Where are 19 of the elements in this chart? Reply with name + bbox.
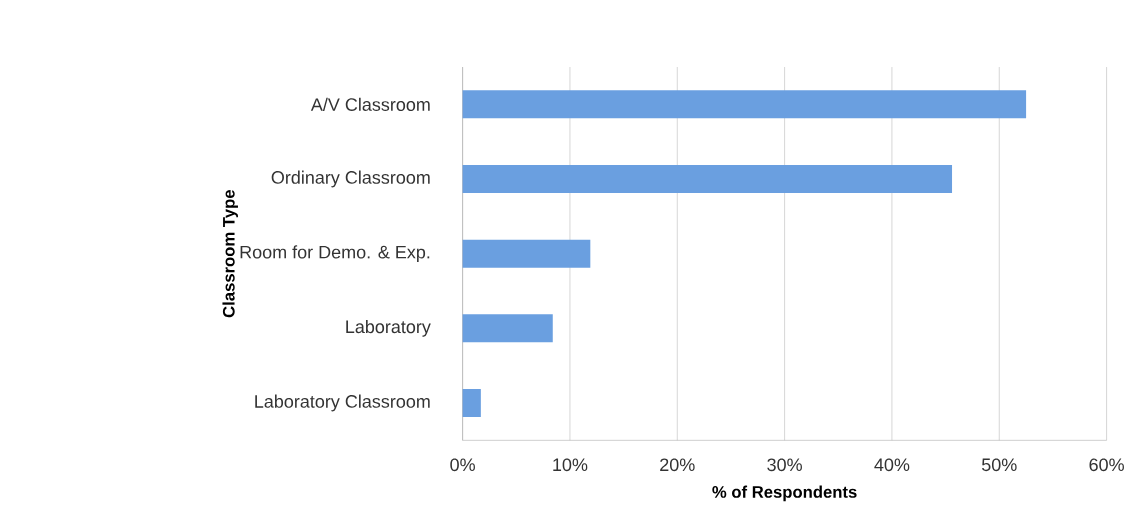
y-tick-label: Ordinary Classroom	[271, 170, 430, 188]
x-tick-label: 0%	[450, 458, 475, 472]
y-tick-label: A/V Classroom	[310, 97, 430, 111]
x-tick-label: 10%	[553, 458, 588, 472]
bar	[462, 389, 481, 418]
x-axis-title: % of Respondents	[712, 485, 857, 502]
x-tick-label: 60%	[1089, 458, 1124, 472]
y-tick-label: Room for Demo. & Exp.	[240, 245, 430, 263]
y-axis-title: Classroom Type	[222, 190, 238, 318]
y-tick-label: Laboratory	[346, 319, 431, 337]
bar	[462, 90, 1027, 119]
x-tick-label: 30%	[767, 458, 802, 472]
bar	[462, 314, 553, 343]
bar	[462, 165, 953, 194]
x-tick-label: 40%	[874, 458, 910, 472]
x-tick-label: 20%	[660, 458, 695, 472]
x-tick-label: 50%	[981, 458, 1017, 472]
bar	[462, 239, 591, 268]
y-tick-label: Laboratory Classroom	[255, 394, 430, 412]
